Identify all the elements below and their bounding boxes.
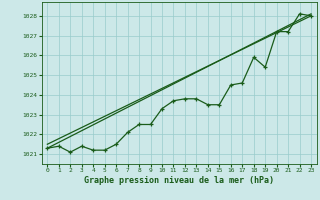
X-axis label: Graphe pression niveau de la mer (hPa): Graphe pression niveau de la mer (hPa) [84, 176, 274, 185]
